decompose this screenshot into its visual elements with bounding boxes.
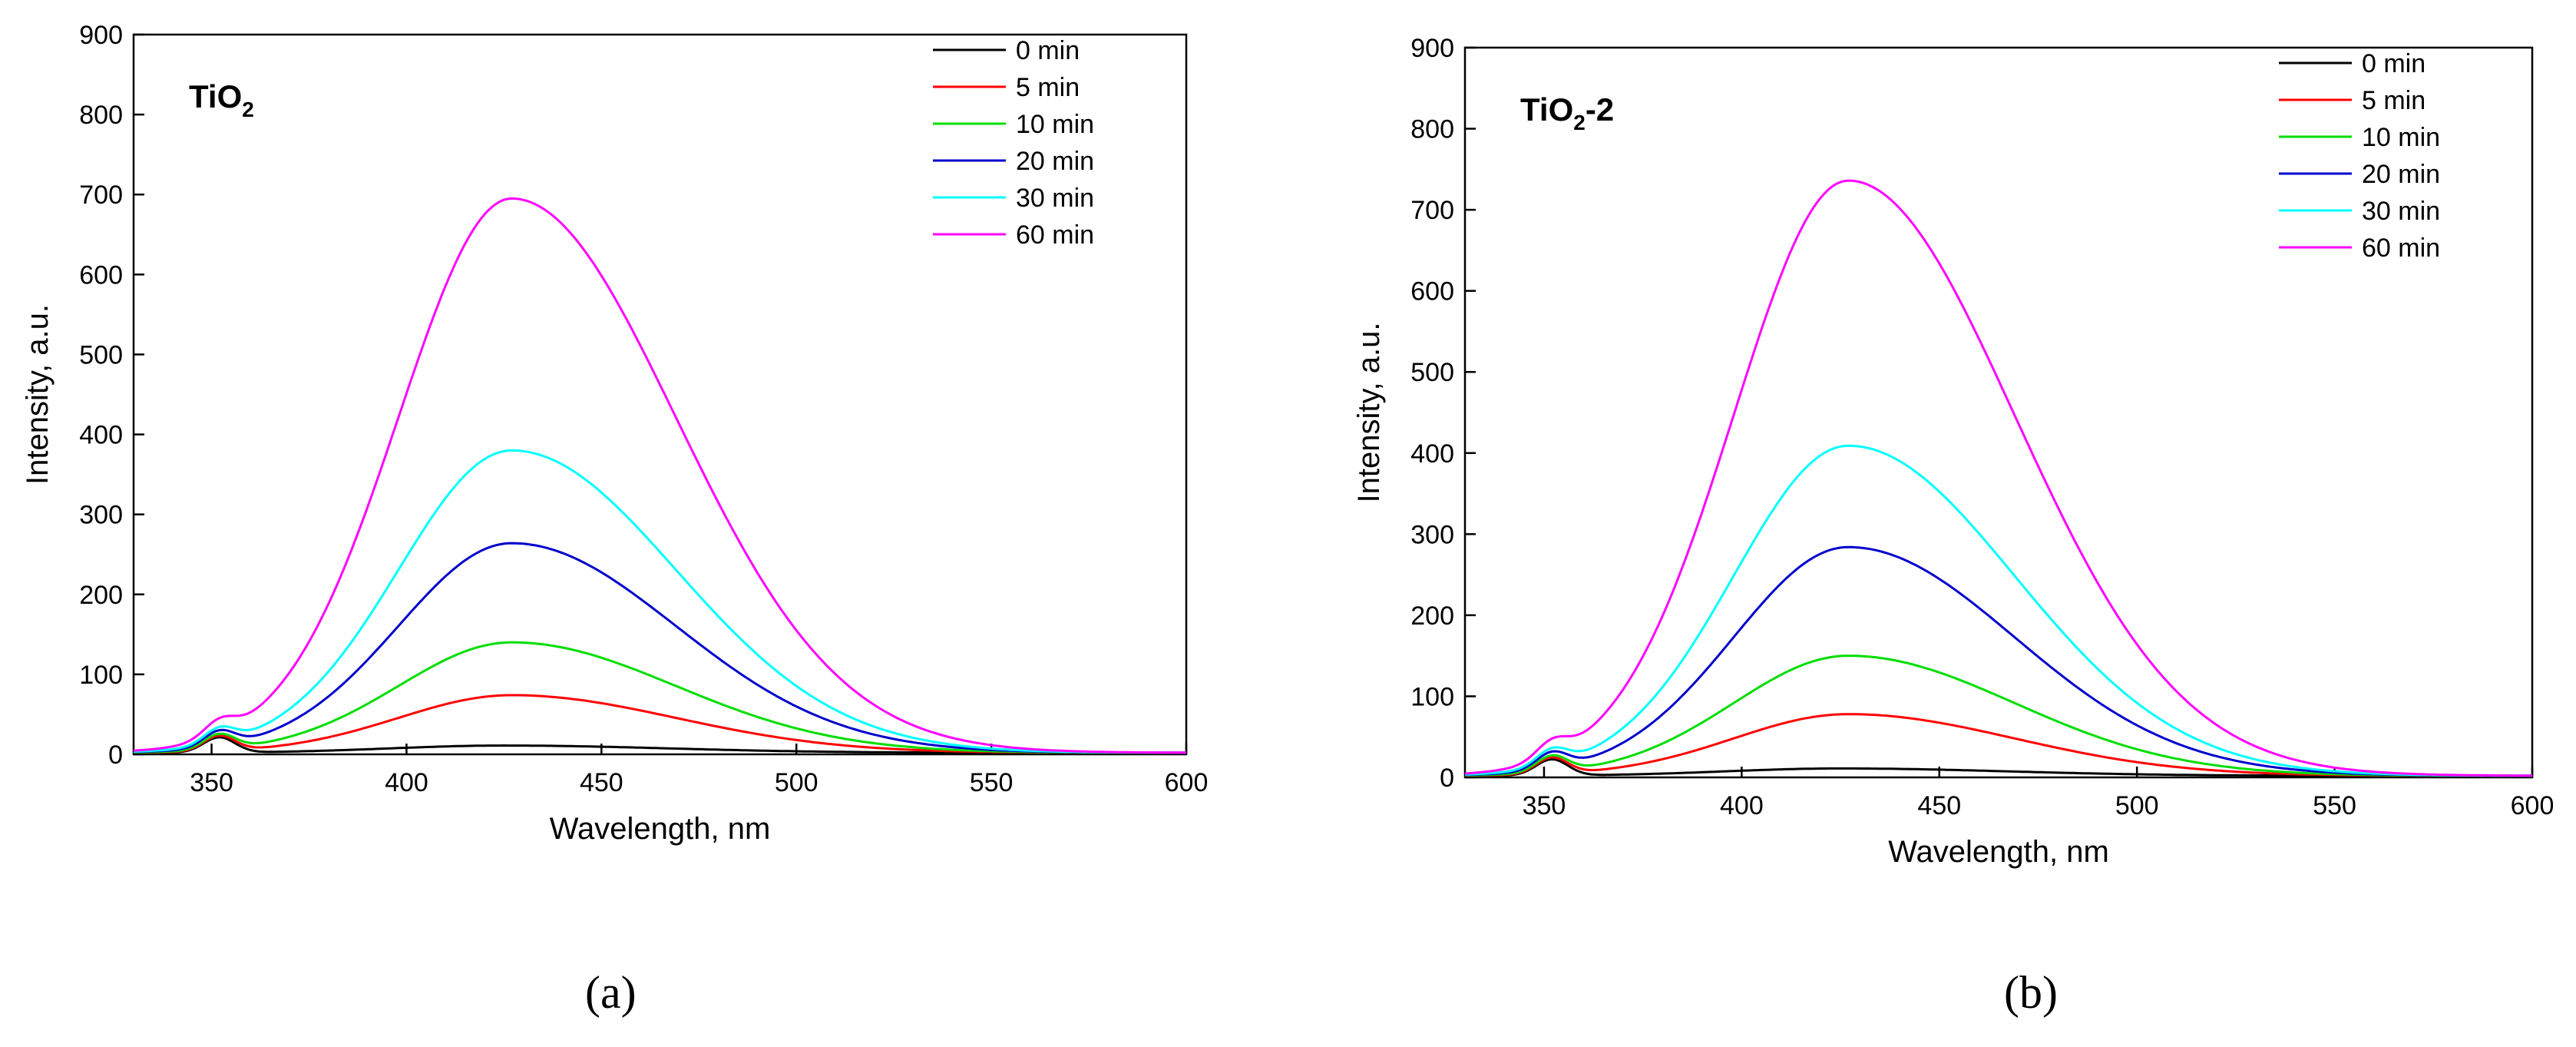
chart-a-y-tick-label: 900: [79, 21, 123, 50]
chart-b-series-60-min: [1464, 179, 2532, 777]
chart-a-legend-label: 10 min: [1016, 110, 1094, 139]
chart-b-plot-frame: [1463, 46, 2534, 779]
chart-b-y-tick-label: 100: [1410, 682, 1454, 711]
chart-b-y-tick-label: 700: [1410, 196, 1454, 225]
chart-a-x-tick-label: 400: [385, 768, 428, 797]
chart-b-x-tick-label: 450: [1917, 791, 1961, 820]
chart-b-sample-title: TiO2-2: [1520, 91, 1614, 134]
chart-b-series-30-min: [1464, 444, 2532, 777]
chart-b-y-tick-label: 200: [1410, 601, 1454, 631]
chart-b-y-tick-label: 800: [1410, 115, 1454, 144]
chart-b-sample-title-suffix: -2: [1586, 91, 1614, 128]
chart-a-legend-label: 60 min: [1016, 220, 1094, 250]
chart-a-series-60-min: [133, 197, 1186, 754]
chart-b-y-tick-label: 500: [1410, 358, 1454, 387]
chart-a-y-tick-label: 400: [79, 421, 123, 450]
chart-a-y-tick-label: 200: [79, 581, 123, 610]
chart-a-sample-title-main: TiO: [189, 78, 242, 114]
chart-b-legend-label: 60 min: [2362, 234, 2440, 263]
chart-a-y-tick-label: 100: [79, 661, 123, 690]
chart-b-x-tick-label: 350: [1523, 791, 1566, 820]
chart-a-y-tick-label: 700: [79, 181, 123, 210]
chart-b-y-tick-label: 600: [1410, 277, 1454, 306]
chart-a-y-tick-label: 500: [79, 340, 123, 369]
chart-b-x-tick-label: 400: [1720, 791, 1764, 820]
chart-a-series-10-min: [133, 641, 1186, 754]
chart-a-legend-label: 30 min: [1016, 184, 1094, 213]
chart-a-legend-label: 5 min: [1016, 73, 1080, 102]
chart-a-y-axis-title: Intensity, a.u.: [21, 304, 55, 485]
chart-b-series-5-min: [1465, 713, 2532, 777]
chart-a-x-tick-label: 350: [190, 768, 233, 797]
chart-b-legend-label: 5 min: [2362, 86, 2426, 115]
chart-b-y-tick-label: 900: [1410, 34, 1454, 63]
chart-b-series-20-min: [1464, 545, 2532, 777]
chart-b-x-tick-label: 550: [2313, 791, 2356, 820]
chart-a-plot-frame: [132, 33, 1188, 756]
chart-a-series-20-min: [133, 542, 1186, 754]
chart-a-x-tick-label: 600: [1165, 768, 1209, 797]
chart-b-y-tick-label: 400: [1410, 439, 1454, 469]
chart-b-x-axis-title: Wavelength, nm: [1888, 835, 2109, 869]
chart-a-x-tick-label: 500: [775, 768, 818, 797]
chart-b: 0 100 200 300 400 500 600 700 800 900 350 400 450 500…: [1352, 34, 2554, 869]
chart-a-sample-title: TiO2: [189, 78, 254, 121]
chart-a-x-tick-label: 550: [970, 768, 1014, 797]
chart-a-series-5-min: [134, 694, 1186, 754]
chart-a: 0 100 200 300 400 500 600 700 800 900 350 400 450 500…: [21, 21, 1208, 846]
chart-b-legend-label: 20 min: [2362, 160, 2440, 189]
chart-b-y-tick-label: 300: [1410, 520, 1454, 549]
chart-a-x-axis-title: Wavelength, nm: [550, 812, 771, 846]
chart-b-x-tick-label: 600: [2511, 791, 2555, 820]
chart-b-legend-label: 0 min: [2362, 49, 2426, 78]
chart-b-x-tick-label: 500: [2115, 791, 2159, 820]
panel-label-a: (a): [585, 967, 637, 1018]
chart-b-y-tick-label: 0: [1440, 764, 1454, 793]
chart-b-legend-label: 10 min: [2362, 123, 2440, 152]
panel-label-b: (b): [2004, 967, 2058, 1018]
chart-a-series-30-min: [133, 449, 1186, 754]
chart-a-legend-label: 0 min: [1016, 36, 1080, 65]
chart-a-sample-title-sub: 2: [242, 98, 254, 121]
chart-a-y-tick-label: 600: [79, 260, 123, 290]
chart-a-y-tick-label: 0: [108, 741, 123, 770]
chart-a-legend-label: 20 min: [1016, 147, 1094, 176]
chart-b-y-axis-title: Intensity, a.u.: [1352, 323, 1386, 503]
chart-a-y-tick-label: 300: [79, 501, 123, 530]
chart-b-series-10-min: [1464, 654, 2532, 777]
chart-b-sample-title-main: TiO: [1520, 91, 1573, 128]
chart-b-sample-title-sub: 2: [1573, 111, 1586, 134]
chart-a-x-tick-label: 450: [580, 768, 623, 797]
chart-b-legend-label: 30 min: [2362, 197, 2440, 226]
chart-a-y-tick-label: 800: [79, 101, 123, 130]
